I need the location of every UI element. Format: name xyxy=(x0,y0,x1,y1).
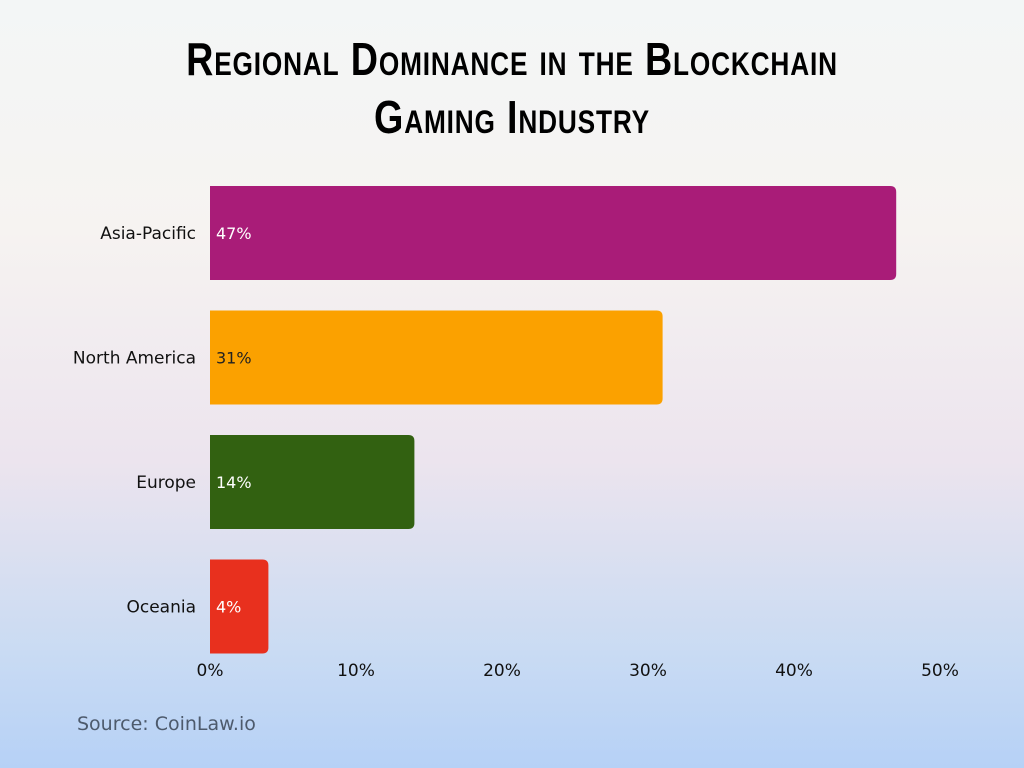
chart-title-line-1: Regional Dominance in the Blockchain xyxy=(186,33,838,85)
data-label: 47% xyxy=(216,224,252,243)
x-tick-label: 20% xyxy=(483,661,521,681)
x-tick-label: 10% xyxy=(337,661,375,681)
chart-title-line-2: Gaming Industry xyxy=(374,91,650,143)
bar-asia-pacific xyxy=(210,186,897,280)
x-tick-label: 30% xyxy=(629,661,667,681)
chart-title: Regional Dominance in the Blockchain Gam… xyxy=(0,30,1024,146)
category-label: Europe xyxy=(136,473,196,493)
data-label: 14% xyxy=(216,473,252,492)
data-label: 4% xyxy=(216,598,241,617)
category-label: Asia-Pacific xyxy=(100,224,196,244)
category-label: Oceania xyxy=(126,598,196,618)
x-tick-label: 40% xyxy=(775,661,813,681)
x-tick-label: 50% xyxy=(921,661,959,681)
bar-north-america xyxy=(210,310,663,405)
category-label: North America xyxy=(73,349,196,369)
bar-europe xyxy=(210,435,415,529)
source-note: Source: CoinLaw.io xyxy=(77,713,256,735)
data-label: 31% xyxy=(216,349,252,368)
bar-oceania xyxy=(210,559,269,654)
x-tick-label: 0% xyxy=(197,661,224,681)
